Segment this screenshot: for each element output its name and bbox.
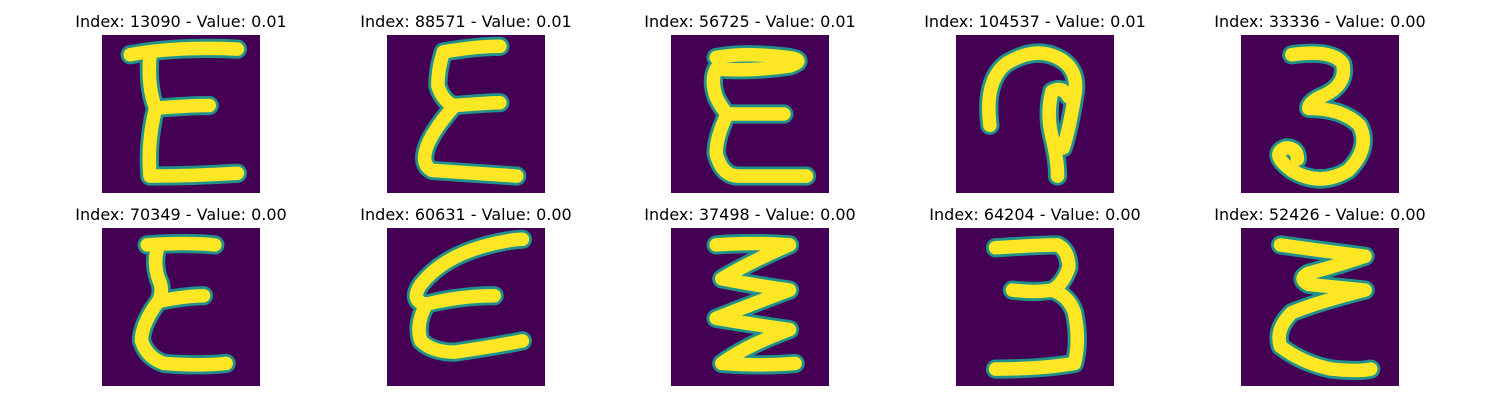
image-title: Index: 33336 - Value: 0.00 [1170, 12, 1470, 32]
image-title: Index: 56725 - Value: 0.01 [600, 12, 900, 32]
image-title: Index: 52426 - Value: 0.00 [1170, 205, 1470, 225]
image-title: Index: 104537 - Value: 0.01 [885, 12, 1185, 32]
digit-image [387, 228, 545, 386]
image-title: Index: 37498 - Value: 0.00 [600, 205, 900, 225]
digit-image [956, 35, 1114, 193]
digit-image [671, 228, 829, 386]
digit-image [387, 35, 545, 193]
digit-image [102, 228, 260, 386]
digit-image [1241, 35, 1399, 193]
digit-image [671, 35, 829, 193]
digit-image [1241, 228, 1399, 386]
image-title: Index: 64204 - Value: 0.00 [885, 205, 1185, 225]
image-title: Index: 70349 - Value: 0.00 [31, 205, 331, 225]
digit-image [102, 35, 260, 193]
image-title: Index: 13090 - Value: 0.01 [31, 12, 331, 32]
digit-image [956, 228, 1114, 386]
image-title: Index: 88571 - Value: 0.01 [316, 12, 616, 32]
image-title: Index: 60631 - Value: 0.00 [316, 205, 616, 225]
